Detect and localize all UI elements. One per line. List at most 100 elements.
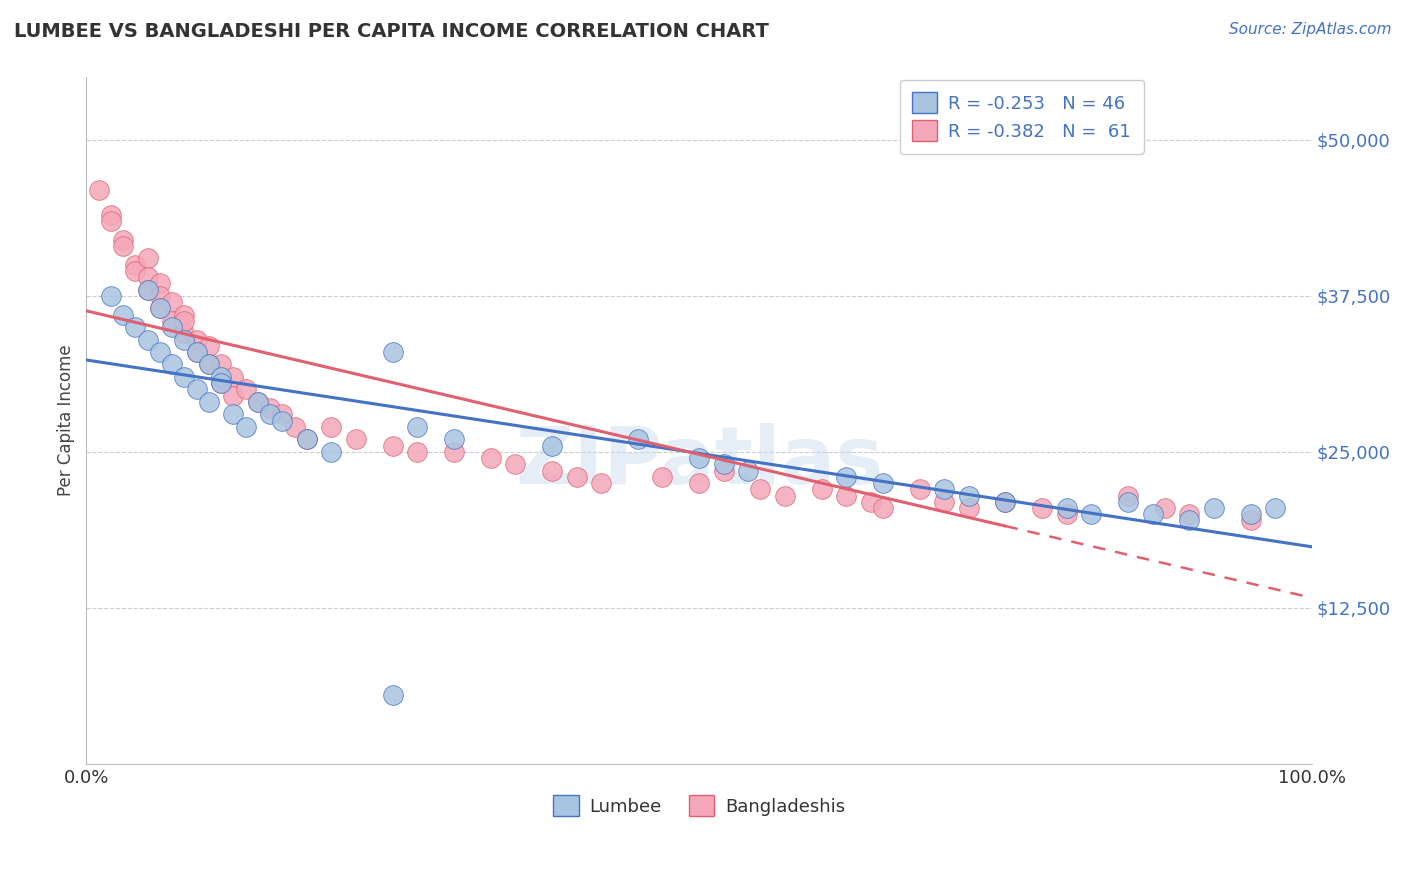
Point: [198, 358, 221, 372]
Point: [1202, 500, 1225, 515]
Point: [100, 208, 122, 222]
Point: [186, 345, 208, 359]
Point: [124, 258, 146, 272]
Point: [209, 376, 232, 391]
Point: [112, 308, 135, 322]
Point: [1116, 489, 1139, 503]
Point: [198, 358, 221, 372]
Point: [872, 476, 894, 491]
Point: [136, 252, 159, 266]
Point: [479, 451, 502, 466]
Point: [957, 489, 980, 503]
Point: [994, 494, 1017, 508]
Text: Source: ZipAtlas.com: Source: ZipAtlas.com: [1229, 22, 1392, 37]
Point: [957, 500, 980, 515]
Point: [835, 489, 858, 503]
Point: [246, 395, 269, 409]
Point: [173, 326, 195, 341]
Point: [1056, 500, 1078, 515]
Point: [209, 376, 232, 391]
Point: [295, 433, 318, 447]
Point: [321, 420, 343, 434]
Point: [100, 214, 122, 228]
Point: [124, 320, 146, 334]
Point: [222, 389, 245, 403]
Point: [1031, 500, 1053, 515]
Point: [173, 333, 195, 347]
Point: [381, 439, 404, 453]
Point: [100, 289, 122, 303]
Point: [321, 445, 343, 459]
Point: [1056, 507, 1078, 521]
Point: [149, 277, 172, 291]
Point: [271, 408, 294, 422]
Point: [222, 370, 245, 384]
Point: [149, 345, 172, 359]
Point: [124, 264, 146, 278]
Point: [149, 301, 172, 316]
Point: [443, 433, 465, 447]
Point: [186, 345, 208, 359]
Point: [1178, 513, 1201, 527]
Point: [1153, 500, 1175, 515]
Point: [443, 445, 465, 459]
Point: [136, 333, 159, 347]
Point: [1080, 507, 1102, 521]
Point: [160, 295, 183, 310]
Point: [381, 688, 404, 702]
Point: [688, 451, 710, 466]
Point: [688, 476, 710, 491]
Point: [1239, 513, 1261, 527]
Point: [934, 483, 956, 497]
Point: [173, 308, 195, 322]
Y-axis label: Per Capita Income: Per Capita Income: [58, 345, 75, 497]
Point: [149, 289, 172, 303]
Point: [136, 270, 159, 285]
Point: [295, 433, 318, 447]
Point: [589, 476, 612, 491]
Point: [872, 500, 894, 515]
Point: [209, 370, 232, 384]
Point: [541, 439, 564, 453]
Text: ZIPatlas: ZIPatlas: [515, 423, 883, 500]
Point: [1264, 500, 1286, 515]
Point: [235, 420, 257, 434]
Point: [222, 408, 245, 422]
Point: [246, 395, 269, 409]
Point: [136, 283, 159, 297]
Point: [994, 494, 1017, 508]
Point: [112, 233, 135, 247]
Point: [651, 470, 673, 484]
Point: [160, 320, 183, 334]
Point: [344, 433, 367, 447]
Point: [503, 458, 526, 472]
Point: [160, 314, 183, 328]
Point: [713, 458, 735, 472]
Point: [406, 420, 429, 434]
Point: [810, 483, 832, 497]
Point: [198, 339, 221, 353]
Point: [565, 470, 588, 484]
Point: [1239, 507, 1261, 521]
Point: [160, 358, 183, 372]
Point: [406, 445, 429, 459]
Point: [186, 333, 208, 347]
Point: [149, 301, 172, 316]
Point: [627, 433, 650, 447]
Point: [773, 489, 796, 503]
Point: [136, 283, 159, 297]
Point: [737, 464, 759, 478]
Point: [1142, 507, 1164, 521]
Point: [835, 470, 858, 484]
Point: [87, 183, 110, 197]
Point: [908, 483, 931, 497]
Point: [198, 395, 221, 409]
Point: [271, 414, 294, 428]
Point: [186, 383, 208, 397]
Legend: Lumbee, Bangladeshis: Lumbee, Bangladeshis: [546, 789, 852, 823]
Point: [1116, 494, 1139, 508]
Point: [541, 464, 564, 478]
Text: LUMBEE VS BANGLADESHI PER CAPITA INCOME CORRELATION CHART: LUMBEE VS BANGLADESHI PER CAPITA INCOME …: [14, 22, 769, 41]
Point: [259, 401, 281, 416]
Point: [1178, 507, 1201, 521]
